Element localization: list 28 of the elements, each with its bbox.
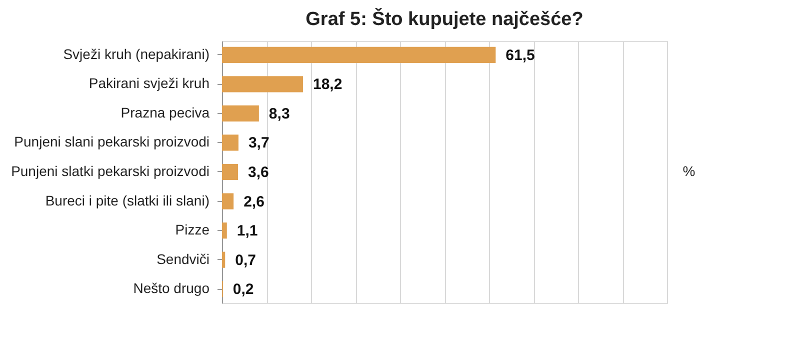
- data-label: 3,6: [248, 164, 269, 181]
- y-tick-label: Pizze: [175, 222, 210, 238]
- y-tick-label: Sendviči: [156, 250, 210, 267]
- bar: [222, 134, 238, 151]
- bar: [222, 76, 303, 92]
- y-tick-label: Prazna peciva: [120, 104, 210, 120]
- bar: [222, 46, 496, 63]
- y-tick-label: Svježi kruh (nepakirani): [63, 46, 210, 62]
- data-label: 61,5: [506, 46, 535, 64]
- bar: [222, 105, 259, 122]
- y-tick-label: Pakirani svježi kruh: [88, 75, 210, 92]
- data-label: 2,6: [244, 193, 264, 210]
- data-label: 18,2: [312, 76, 342, 94]
- bar: [222, 222, 227, 239]
- data-label: 3,7: [248, 134, 270, 152]
- bar: [222, 164, 238, 180]
- x-axis-title: %: [682, 163, 696, 179]
- bar: [222, 193, 234, 210]
- y-tick-label: Punjeni slani pekarski proizvodi: [14, 134, 210, 150]
- data-label: 1,1: [236, 222, 258, 240]
- y-tick-label: Bureci i pite (slatki ili slani): [45, 192, 210, 208]
- bar: [222, 252, 226, 268]
- chart-title: Graf 5: Što kupujete najčešće?: [306, 7, 584, 30]
- data-label: 0,2: [232, 281, 254, 298]
- y-tick-label: Punjeni slatki pekarski proizvodi: [11, 163, 210, 179]
- data-label: 0,7: [235, 252, 256, 269]
- y-tick-label: Nešto drugo: [133, 280, 210, 296]
- data-label: 8,3: [268, 105, 290, 122]
